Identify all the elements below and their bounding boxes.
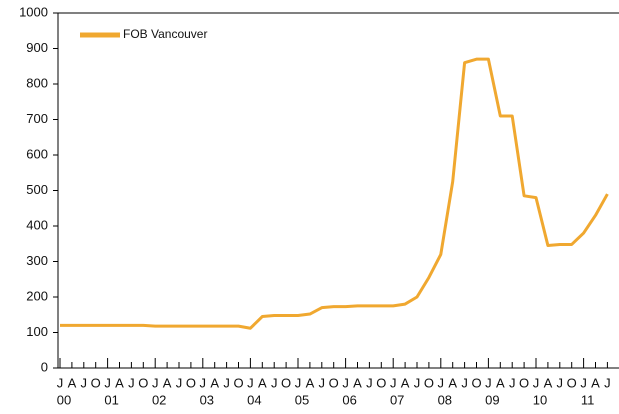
y-tick-label: 600 bbox=[26, 146, 48, 161]
x-tick-label: O bbox=[329, 375, 339, 390]
x-tick-label: J bbox=[485, 375, 492, 390]
x-tick-label: A bbox=[401, 375, 410, 390]
x-tick-label: J bbox=[533, 375, 540, 390]
x-tick-label: O bbox=[91, 375, 101, 390]
year-label: 11 bbox=[581, 392, 595, 407]
x-tick-label: J bbox=[604, 375, 611, 390]
year-label: 07 bbox=[390, 392, 404, 407]
year-label: 00 bbox=[57, 392, 71, 407]
x-tick-label: J bbox=[57, 375, 64, 390]
y-tick-label: 500 bbox=[26, 182, 48, 197]
y-tick-label: 200 bbox=[26, 288, 48, 303]
x-tick-label: A bbox=[591, 375, 600, 390]
x-tick-label: A bbox=[163, 375, 172, 390]
data-line bbox=[60, 57, 609, 330]
x-tick-label: J bbox=[390, 375, 397, 390]
year-label: 03 bbox=[200, 392, 214, 407]
legend-label: FOB Vancouver bbox=[123, 27, 207, 41]
x-tick-label: A bbox=[496, 375, 505, 390]
x-tick-label: J bbox=[319, 375, 326, 390]
x-tick-label: J bbox=[509, 375, 516, 390]
x-tick-label: J bbox=[461, 375, 468, 390]
y-tick-label: 900 bbox=[26, 40, 48, 55]
x-tick-label: O bbox=[567, 375, 577, 390]
year-label: 05 bbox=[295, 392, 309, 407]
x-tick-label: J bbox=[342, 375, 349, 390]
x-tick-label: J bbox=[247, 375, 254, 390]
year-label: 10 bbox=[533, 392, 547, 407]
year-label: 06 bbox=[342, 392, 356, 407]
x-tick-label: O bbox=[138, 375, 148, 390]
x-tick-label: O bbox=[519, 375, 529, 390]
x-tick-label: A bbox=[544, 375, 553, 390]
x-tick-label: J bbox=[128, 375, 135, 390]
x-tick-label: J bbox=[438, 375, 445, 390]
x-tick-label: J bbox=[104, 375, 111, 390]
year-label: 09 bbox=[485, 392, 499, 407]
x-tick-label: A bbox=[68, 375, 77, 390]
x-tick-label: A bbox=[115, 375, 124, 390]
x-tick-label: J bbox=[152, 375, 159, 390]
x-tick-label: A bbox=[306, 375, 315, 390]
x-tick-label: O bbox=[281, 375, 291, 390]
y-tick-label: 300 bbox=[26, 253, 48, 268]
x-tick-label: O bbox=[186, 375, 196, 390]
y-tick-label: 100 bbox=[26, 324, 48, 339]
year-label: 01 bbox=[104, 392, 118, 407]
y-tick-label: 800 bbox=[26, 75, 48, 90]
x-tick-label: J bbox=[580, 375, 587, 390]
x-tick-label: O bbox=[424, 375, 434, 390]
x-tick-label: J bbox=[271, 375, 278, 390]
year-label: 08 bbox=[438, 392, 452, 407]
x-tick-label: O bbox=[471, 375, 481, 390]
year-label: 04 bbox=[247, 392, 261, 407]
y-tick-label: 700 bbox=[26, 111, 48, 126]
x-tick-label: A bbox=[448, 375, 457, 390]
x-tick-label: O bbox=[376, 375, 386, 390]
y-tick-label: 0 bbox=[41, 359, 48, 374]
x-tick-label: J bbox=[200, 375, 207, 390]
x-tick-label: A bbox=[210, 375, 219, 390]
x-tick-label: O bbox=[233, 375, 243, 390]
x-tick-label: J bbox=[414, 375, 421, 390]
x-tick-label: A bbox=[258, 375, 267, 390]
x-tick-label: J bbox=[366, 375, 373, 390]
year-label: 02 bbox=[152, 392, 166, 407]
x-tick-label: J bbox=[81, 375, 88, 390]
x-tick-label: J bbox=[176, 375, 183, 390]
x-tick-label: J bbox=[223, 375, 230, 390]
x-tick-label: J bbox=[295, 375, 302, 390]
x-tick-label: J bbox=[557, 375, 564, 390]
y-tick-label: 400 bbox=[26, 217, 48, 232]
x-tick-label: A bbox=[353, 375, 362, 390]
y-tick-label: 1000 bbox=[19, 4, 48, 19]
